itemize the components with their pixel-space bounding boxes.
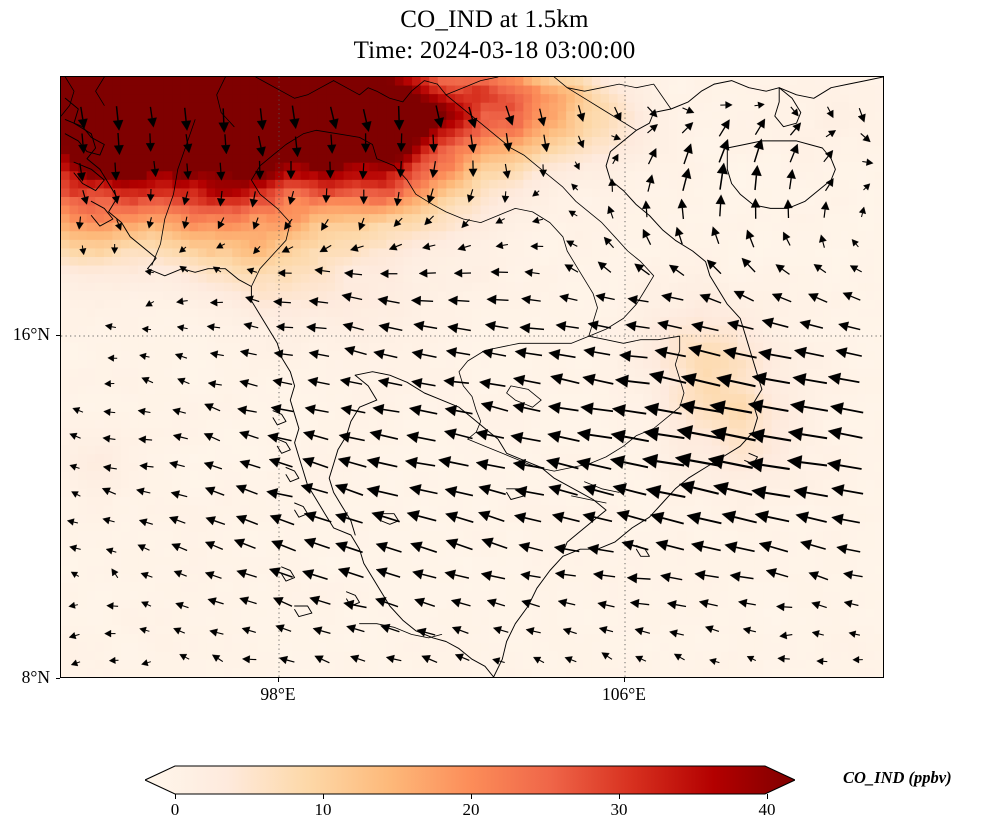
colorbar [145, 763, 795, 797]
y-tick-label-1: 8°N [21, 667, 50, 687]
colorbar-tick-label-3: 30 [610, 800, 628, 819]
x-tick-label-1: 106°E [602, 684, 646, 704]
colorbar-tick-mark-2 [471, 794, 473, 799]
y-tick-mark-1 [56, 678, 60, 680]
colorbar-tick-label-4: 40 [758, 800, 776, 819]
colorbar-label: CO_IND (ppbv) [843, 768, 952, 787]
colorbar-tick-mark-3 [619, 794, 621, 799]
map-svg [61, 77, 883, 677]
colorbar-tick-label-0: 0 [170, 800, 180, 819]
title-line-1: CO_IND at 1.5km [400, 6, 589, 33]
colorbar-svg [145, 765, 795, 795]
figure-title: CO_IND at 1.5km Time: 2024-03-18 03:00:0… [0, 4, 989, 66]
title-line-2: Time: 2024-03-18 03:00:00 [353, 37, 636, 64]
colorbar-tick-mark-1 [323, 794, 325, 799]
wind-vector-layer [66, 101, 874, 667]
y-tick-mark-0 [56, 335, 60, 337]
colorbar-tick-label-2: 20 [462, 800, 480, 819]
colorbar-tick-label-1: 10 [314, 800, 332, 819]
colorbar-tick-mark-4 [767, 794, 769, 799]
x-tick-label-0: 98°E [260, 684, 296, 704]
x-tick-mark-0 [278, 678, 280, 682]
y-tick-label-0: 16°N [12, 324, 50, 344]
x-tick-mark-1 [624, 678, 626, 682]
colorbar-gradient-bar [145, 765, 795, 795]
colorbar-tick-mark-0 [175, 794, 177, 799]
map-plot-area [60, 76, 884, 678]
